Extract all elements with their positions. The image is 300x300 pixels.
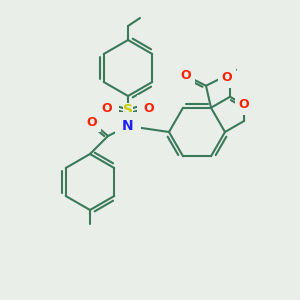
Text: O: O (181, 69, 191, 82)
Text: O: O (87, 116, 97, 128)
Text: S: S (123, 103, 133, 117)
Text: O: O (144, 101, 154, 115)
Text: O: O (102, 101, 112, 115)
Text: O: O (239, 98, 249, 111)
Text: O: O (222, 71, 232, 84)
Text: N: N (122, 119, 134, 133)
